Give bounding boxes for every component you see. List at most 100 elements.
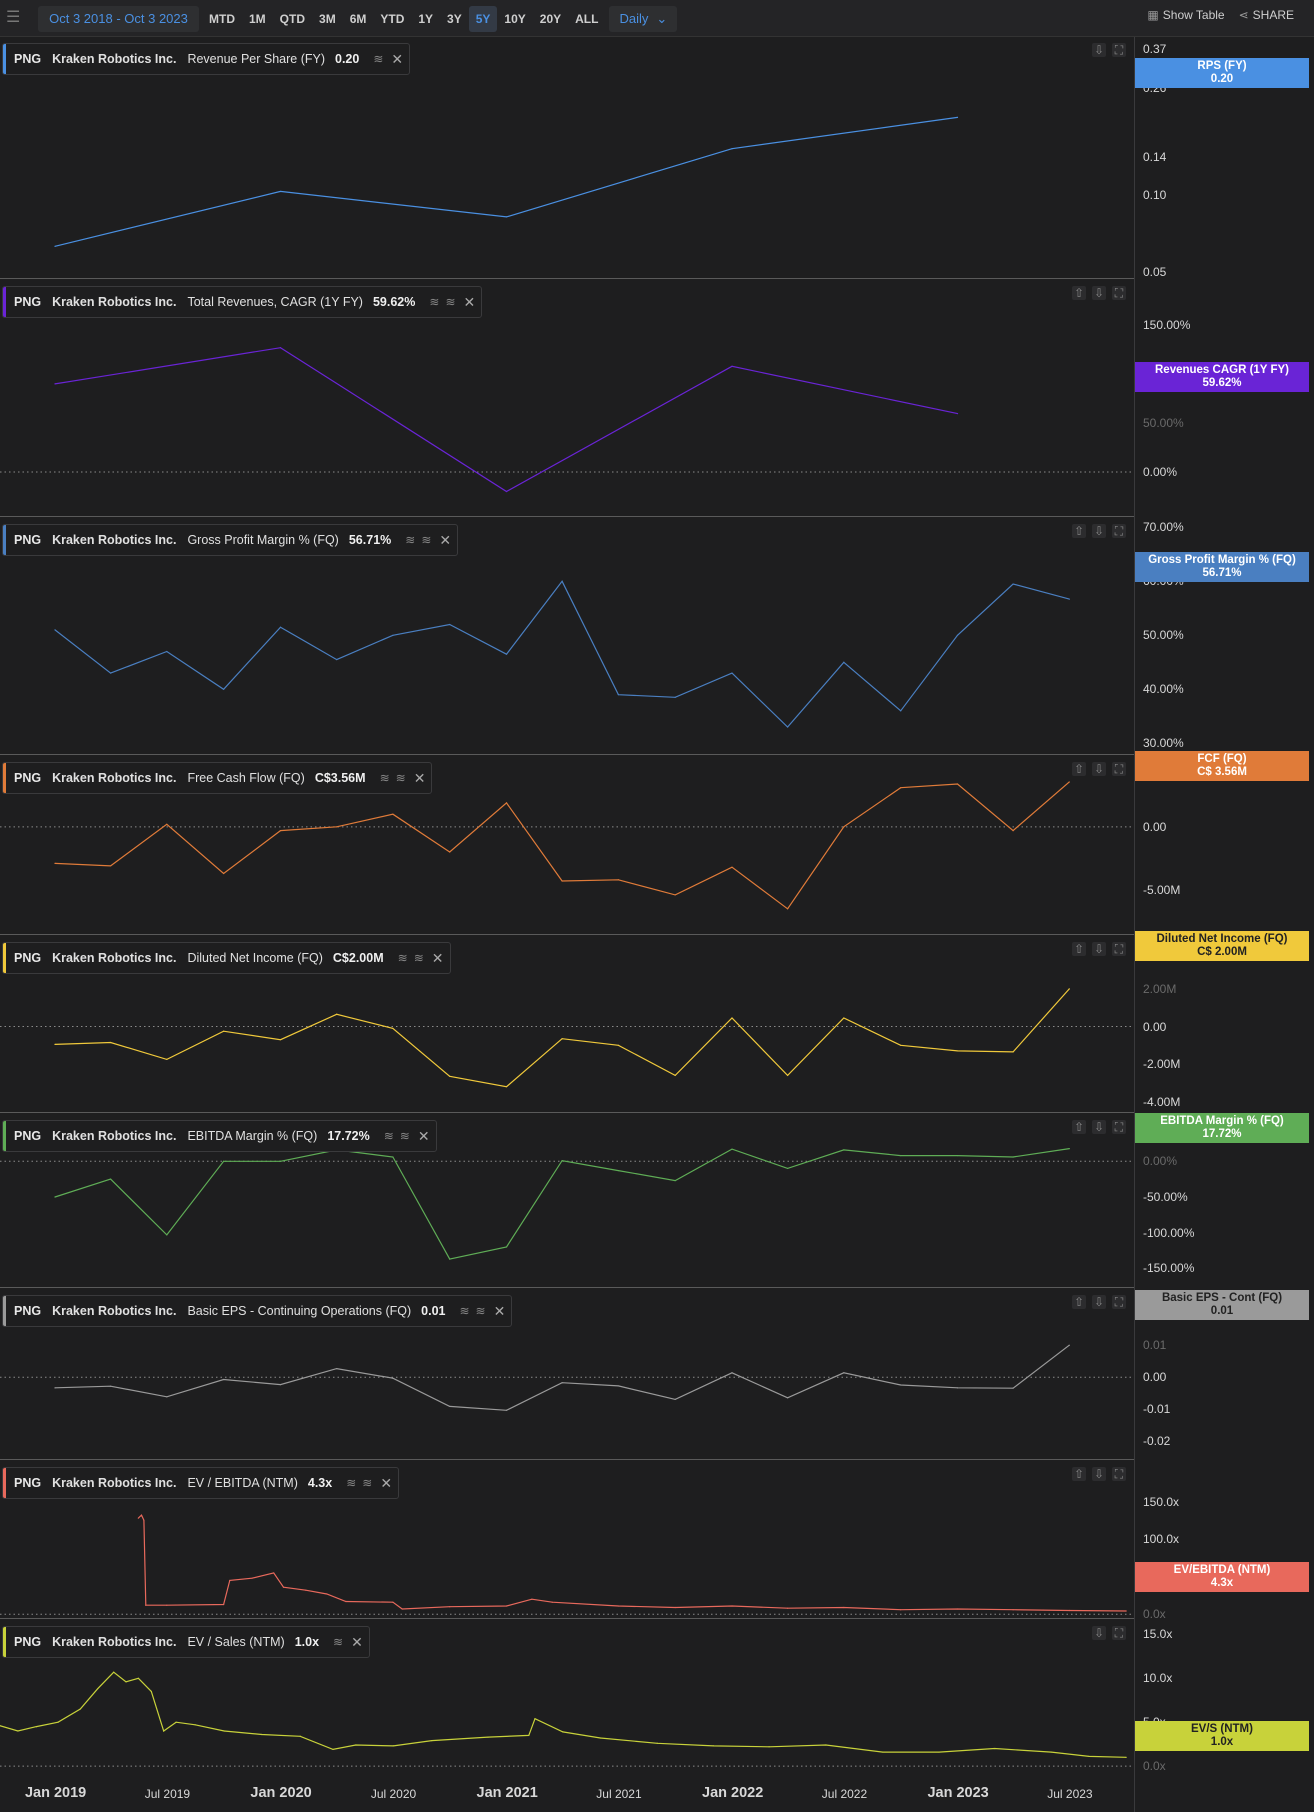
- badge-title: FCF (FQ): [1197, 753, 1247, 765]
- data-point: [843, 826, 845, 828]
- period-1y[interactable]: 1Y: [418, 12, 434, 26]
- close-icon[interactable]: ✕: [351, 1633, 363, 1650]
- series-color-swatch: [3, 525, 6, 555]
- share-button[interactable]: ⋖ SHARE: [1239, 8, 1294, 22]
- metric-label: EV / EBITDA (NTM): [187, 1476, 298, 1490]
- expand-icon[interactable]: ⛶: [1112, 1467, 1126, 1481]
- move-down-icon[interactable]: ⇩: [1092, 1295, 1106, 1309]
- move-up-icon[interactable]: ⇧: [1072, 942, 1086, 956]
- data-point: [882, 1751, 884, 1753]
- series-legend[interactable]: PNG Kraken Robotics Inc. EBITDA Margin % (…: [2, 1120, 437, 1152]
- move-down-icon[interactable]: ⇩: [1092, 43, 1106, 57]
- layers-icon[interactable]: ≋: [421, 533, 432, 547]
- move-down-icon[interactable]: ⇩: [1092, 1467, 1106, 1481]
- expand-icon[interactable]: ⛶: [1112, 942, 1126, 956]
- show-table-button[interactable]: ▦ Show Table: [1147, 8, 1224, 22]
- move-up-icon[interactable]: ⇧: [1072, 1120, 1086, 1134]
- close-icon[interactable]: ✕: [463, 293, 476, 310]
- series-legend[interactable]: PNG Kraken Robotics Inc. EV / Sales (NTM) 1…: [2, 1626, 370, 1658]
- series-legend[interactable]: PNG Kraken Robotics Inc. Gross Profit Marg…: [2, 524, 459, 556]
- badge-title: RPS (FY): [1197, 60, 1247, 72]
- expand-icon[interactable]: ⛶: [1112, 43, 1126, 57]
- x-axis-tick-label: Jul 2020: [370, 1787, 417, 1801]
- period-6m[interactable]: 6M: [349, 12, 367, 26]
- menu-icon[interactable]: ☰: [6, 9, 21, 26]
- series-legend[interactable]: PNG Kraken Robotics Inc. EV / EBITDA (NTM)…: [2, 1467, 400, 1499]
- close-icon[interactable]: ✕: [413, 769, 426, 786]
- period-3y[interactable]: 3Y: [447, 12, 462, 26]
- period-20y[interactable]: 20Y: [539, 12, 562, 26]
- layers-icon[interactable]: ≋: [459, 1304, 470, 1318]
- series-legend[interactable]: PNG Kraken Robotics Inc. Free Cash Flow (F…: [2, 762, 433, 794]
- interval-select[interactable]: Daily ⌄: [609, 6, 678, 32]
- series-plot: [0, 988, 1134, 1088]
- period-qtd[interactable]: QTD: [279, 12, 306, 26]
- close-icon[interactable]: ✕: [493, 1302, 506, 1319]
- ticker-label: PNG: [14, 1635, 42, 1649]
- period-3m[interactable]: 3M: [319, 12, 336, 26]
- layers-icon[interactable]: ≋: [333, 1635, 344, 1649]
- data-point: [731, 1372, 733, 1374]
- layers-icon[interactable]: ≋: [362, 1476, 373, 1490]
- current-value: 56.71%: [348, 533, 392, 547]
- date-range-button[interactable]: Oct 3 2018 - Oct 3 2023: [38, 6, 199, 32]
- move-down-icon[interactable]: ⇩: [1092, 1626, 1106, 1640]
- layers-icon[interactable]: ≋: [395, 771, 406, 785]
- move-up-icon[interactable]: ⇧: [1072, 762, 1086, 776]
- move-down-icon[interactable]: ⇩: [1092, 524, 1106, 538]
- data-point: [223, 872, 225, 875]
- panel-controls: ⇧ ⇩ ⛶: [1072, 524, 1126, 538]
- layers-icon[interactable]: ≋: [429, 295, 440, 309]
- expand-icon[interactable]: ⛶: [1112, 524, 1126, 538]
- data-point: [392, 1027, 394, 1029]
- data-point: [674, 1606, 676, 1609]
- move-down-icon[interactable]: ⇩: [1092, 286, 1106, 300]
- y-axis-tick-label: 30.00%: [1143, 736, 1184, 751]
- move-down-icon[interactable]: ⇩: [1092, 1120, 1106, 1134]
- expand-icon[interactable]: ⛶: [1112, 1626, 1126, 1640]
- move-down-icon[interactable]: ⇩: [1092, 762, 1106, 776]
- data-point: [166, 1396, 168, 1398]
- move-up-icon[interactable]: ⇧: [1072, 1295, 1086, 1309]
- move-up-icon[interactable]: ⇧: [1072, 1467, 1086, 1481]
- move-up-icon[interactable]: ⇧: [1072, 286, 1086, 300]
- layers-icon[interactable]: ≋: [475, 1304, 486, 1318]
- layers-icon[interactable]: ≋: [405, 533, 416, 547]
- layers-icon[interactable]: ≋: [397, 951, 408, 965]
- period-1m[interactable]: 1M: [249, 12, 266, 26]
- close-icon[interactable]: ✕: [391, 50, 404, 67]
- layers-icon[interactable]: ≋: [346, 1476, 357, 1490]
- data-point: [487, 1736, 489, 1738]
- panel-divider: [0, 1618, 1134, 1619]
- layers-icon[interactable]: ≋: [445, 295, 456, 309]
- series-legend[interactable]: PNG Kraken Robotics Inc. Revenue Per Share…: [2, 43, 411, 75]
- close-icon[interactable]: ✕: [417, 1127, 430, 1144]
- expand-icon[interactable]: ⛶: [1112, 286, 1126, 300]
- move-down-icon[interactable]: ⇩: [1092, 942, 1106, 956]
- period-5y[interactable]: 5Y: [468, 6, 498, 32]
- period-ytd[interactable]: YTD: [380, 12, 405, 26]
- close-icon[interactable]: ✕: [380, 1474, 393, 1491]
- period-10y[interactable]: 10Y: [504, 12, 526, 26]
- expand-icon[interactable]: ⛶: [1112, 1295, 1126, 1309]
- y-axis-tick-label: 0.00: [1143, 1370, 1167, 1385]
- layers-icon[interactable]: ≋: [379, 771, 390, 785]
- series-legend[interactable]: PNG Kraken Robotics Inc. Basic EPS - Conti…: [2, 1295, 513, 1327]
- layers-icon[interactable]: ≋: [383, 1129, 394, 1143]
- period-all[interactable]: ALL: [575, 12, 599, 26]
- close-icon[interactable]: ✕: [431, 949, 444, 966]
- period-mtd[interactable]: MTD: [209, 12, 235, 26]
- expand-icon[interactable]: ⛶: [1112, 762, 1126, 776]
- move-up-icon[interactable]: ⇧: [1072, 524, 1086, 538]
- layers-icon[interactable]: ≋: [413, 951, 424, 965]
- series-legend[interactable]: PNG Kraken Robotics Inc. Total Revenues, C…: [2, 286, 483, 318]
- badge-value: 56.71%: [1202, 567, 1242, 579]
- series-legend[interactable]: PNG Kraken Robotics Inc. Diluted Net Incom…: [2, 942, 451, 974]
- badge-title: Diluted Net Income (FQ): [1156, 933, 1288, 945]
- layers-icon[interactable]: ≋: [373, 52, 384, 66]
- data-point: [336, 658, 338, 661]
- expand-icon[interactable]: ⛶: [1112, 1120, 1126, 1134]
- close-icon[interactable]: ✕: [439, 531, 452, 548]
- chart-panel: PNG Kraken Robotics Inc. Diluted Net Incom…: [0, 931, 1314, 1113]
- layers-icon[interactable]: ≋: [399, 1129, 410, 1143]
